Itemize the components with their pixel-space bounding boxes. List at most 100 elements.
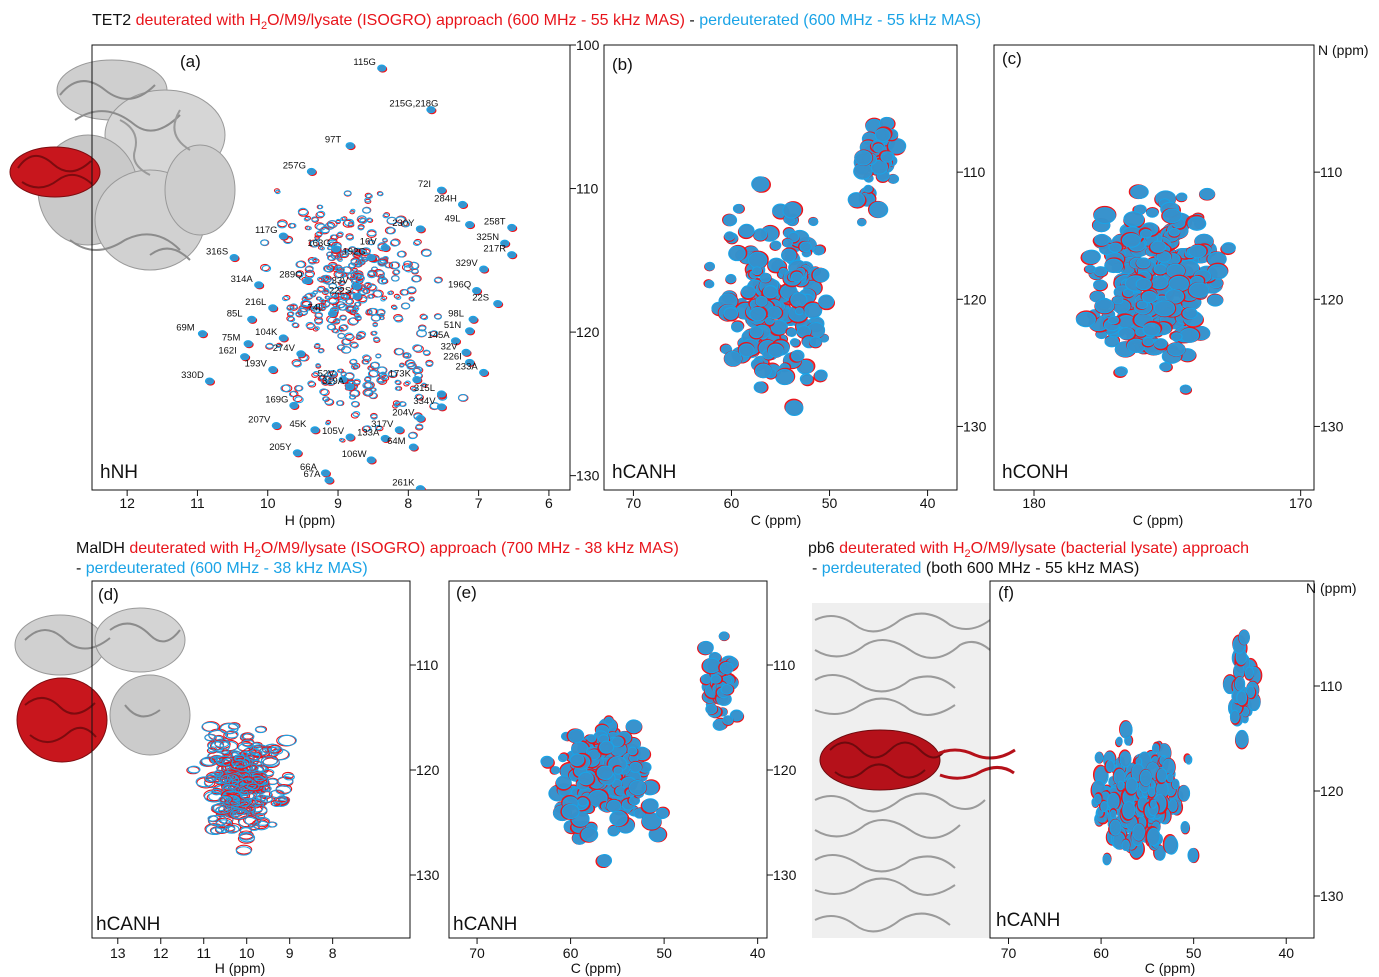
panel-a-assigned-peak-blue [461,348,471,356]
panel-a-peak-blue [317,204,324,210]
panel-a-peak-blue [335,400,344,406]
panel-a-peak-blue [377,259,387,267]
panel-d-peak-blue [234,754,246,762]
panel-a-assigned-peak-blue [380,243,390,252]
panel-a-peak-blue [393,269,401,275]
panel-a-assigned-peak-blue [247,315,257,323]
pb6-structure-image [812,603,1016,938]
panel-c-peak-blue [1142,336,1155,347]
panel-d-peak-blue [204,734,217,742]
panel-d-peak-blue [260,795,273,803]
panel-a-peak-blue [260,239,269,246]
panel-a-peak-blue [363,389,373,396]
panel-a-assignment-label: 334V [413,396,436,407]
panel-a-peak-blue [365,193,373,199]
panel-f-peak-blue [1154,845,1166,861]
panel-e-peak-blue [606,799,622,813]
panel-e-peak-blue [586,734,597,743]
panel-d-peak-blue [230,808,249,820]
panel-a-assignment-label: 284H [434,193,457,204]
panel-a-assignment-label: 74L [308,303,324,314]
panel-a-peak-blue [335,218,342,224]
panel-a-assignment-label: 226I [443,351,462,362]
panel-a-assignment-label: 49L [445,214,461,225]
panel-a-peak-blue [339,324,349,331]
panel-d-peak-blue [260,755,278,766]
panel-f-peak-blue [1236,690,1248,706]
panel-a-peak-blue [274,189,281,195]
panel-c-peak-blue [1094,298,1115,314]
panel-a-assigned-peak-blue [436,403,446,411]
panel-d-peak-blue [238,816,259,829]
panel-e-peak-blue [625,719,642,734]
panel-b-peak-blue [754,363,772,379]
panel-d-peak-blue [246,782,260,791]
panel-c-peak-blue [1162,208,1183,224]
panel-a-peak-blue [389,239,400,247]
panel-b-peak-blue [863,184,873,193]
panel-b-peak-blue [725,273,737,284]
panel-a-peak-blue [401,221,411,228]
panel-a-peak-blue [402,260,412,268]
panel-a-peak-blue [418,325,427,332]
panel-f-peak-blue [1109,809,1117,820]
panel-c-peak-blue [1121,233,1141,248]
panel-e-peak-blue [604,716,614,725]
panel-a-peak-blue [355,334,363,340]
panel-b-peak-blue [799,373,813,385]
panel-f-xtick-label: 50 [1186,945,1202,961]
panel-a-assigned-peak-blue [204,377,215,385]
panel-a-assigned-peak-blue [331,245,341,253]
panel-b-peak-blue [873,143,884,153]
panel-c-peak-blue [1164,288,1185,304]
panel-a-peak-blue [300,299,311,308]
panel-c-peak-blue [1188,244,1207,259]
panel-a-peak-blue [353,364,359,369]
panel-a-peak-blue [287,311,295,317]
panel-f-peak-blue [1151,743,1160,754]
panel-a-peak-blue [370,414,378,420]
panel-c-peak-blue [1159,362,1172,372]
panel-e-peak-blue [719,661,734,675]
panel-f-peak-blue [1245,685,1256,698]
panel-d-peak-blue [187,765,201,774]
panel-b-peak-blue [762,285,779,299]
panel-a-xlabel: H (ppm) [285,512,336,528]
panel-b-peak-blue [799,241,812,253]
panel-d-peak-blue [242,777,254,785]
panel-a-peak-blue [382,213,389,219]
panel-f-peak-blue [1132,823,1146,841]
panel-a-peak-blue [311,216,319,222]
panel-a-assignment-label: 317V [371,419,394,430]
panel-a-peak-blue [292,360,302,368]
panel-b-peak-blue [785,400,804,416]
panel-d-peak-blue [269,746,284,755]
panel-a-peak-blue [372,322,378,328]
panel-d-peak-blue [255,813,266,820]
panel-a-assignment-label: 16V [360,237,378,248]
panel-a-peak-blue [302,295,309,300]
panel-a-frame [91,44,571,491]
panel-b-peak-blue [747,251,768,269]
panel-a-assigned-peak-blue [289,401,299,409]
panel-e-peak-blue [555,775,572,789]
panel-a-assignment-label: 98L [448,308,464,319]
panel-d-ytick-label: 120 [416,762,440,778]
panel-b-peaks [703,116,907,416]
panel-a-assigned-peak-blue [292,449,302,457]
panel-a-tag: (a) [180,52,201,71]
panel-c-peak-blue [1136,300,1148,310]
panel-a-peak-blue [370,314,381,322]
panel-a-assigned-peak-blue [320,469,331,477]
panel-a-assignment-label: 85L [227,308,243,319]
panel-a-peak-blue [364,281,373,288]
panel-f-peak-blue [1122,801,1136,820]
panel-a-peak-blue [303,216,310,222]
panel-a-peak-blue [401,289,410,296]
panel-a-peak-blue [390,261,401,270]
panel-b-peak-blue [741,285,756,299]
panel-a-peak-blue [297,207,309,216]
panel-a-assignment-label: 67A [304,469,322,480]
panel-d-ytick-label: 110 [416,657,439,673]
